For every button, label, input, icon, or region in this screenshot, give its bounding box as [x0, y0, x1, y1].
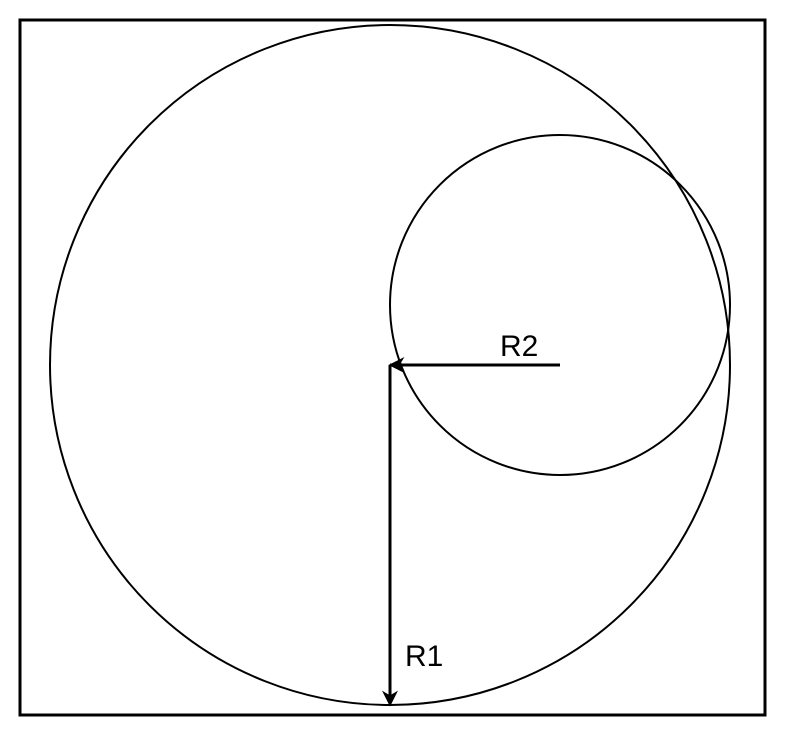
diagram-svg [0, 0, 785, 739]
radius-r2-label: R2 [500, 330, 538, 364]
frame-rect [20, 20, 765, 715]
radius-r1-label: R1 [405, 640, 443, 674]
diagram-container: R1 R2 [0, 0, 785, 739]
